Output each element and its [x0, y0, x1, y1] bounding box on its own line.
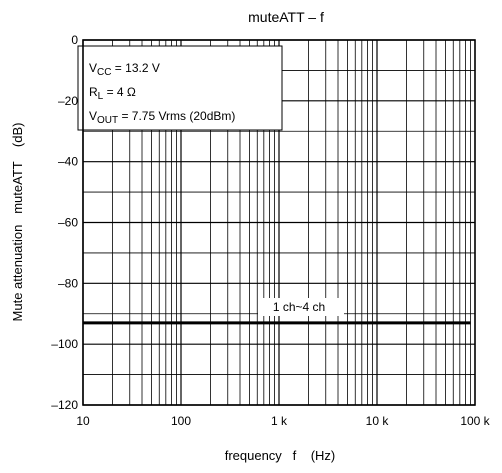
y-tick-label: –80	[58, 276, 78, 290]
y-tick-label: –120	[51, 398, 78, 412]
x-tick-label: 100	[171, 414, 191, 428]
y-tick-label: –100	[51, 337, 78, 351]
y-axis-label: Mute attenuation muteATT (dB)	[10, 123, 25, 322]
y-tick-label: –60	[58, 216, 78, 230]
x-tick-label: 10	[76, 414, 90, 428]
x-tick-label: 100 k	[460, 414, 490, 428]
x-tick-labels: 10 100 1 k 10 k 100 k	[76, 414, 490, 428]
condition-vout: VOUT = 7.75 Vrms (20dBm)	[89, 109, 235, 126]
y-tick-label: 0	[71, 33, 78, 47]
y-tick-label: –20	[58, 94, 78, 108]
chart-title: muteATT – f	[248, 9, 324, 25]
x-axis-label: frequency f (Hz)	[225, 448, 336, 463]
series-label-group: 1 ch~4 ch	[258, 298, 344, 316]
condition-vcc: VCC = 13.2 V	[89, 61, 160, 78]
y-tick-labels: 0 –20 –40 –60 –80 –100 –120	[51, 33, 78, 412]
series-label: 1 ch~4 ch	[273, 300, 325, 314]
plot-frame	[82, 39, 476, 406]
x-tick-label: 10 k	[366, 414, 390, 428]
series-label-background	[258, 298, 344, 316]
conditions-box: VCC = 13.2 V RL = 4 Ω VOUT = 7.75 Vrms (…	[77, 45, 283, 131]
conditions-box-frame	[77, 45, 283, 131]
x-tick-label: 1 k	[271, 414, 288, 428]
y-tick-label: –40	[58, 155, 78, 169]
condition-rl: RL = 4 Ω	[89, 85, 136, 102]
